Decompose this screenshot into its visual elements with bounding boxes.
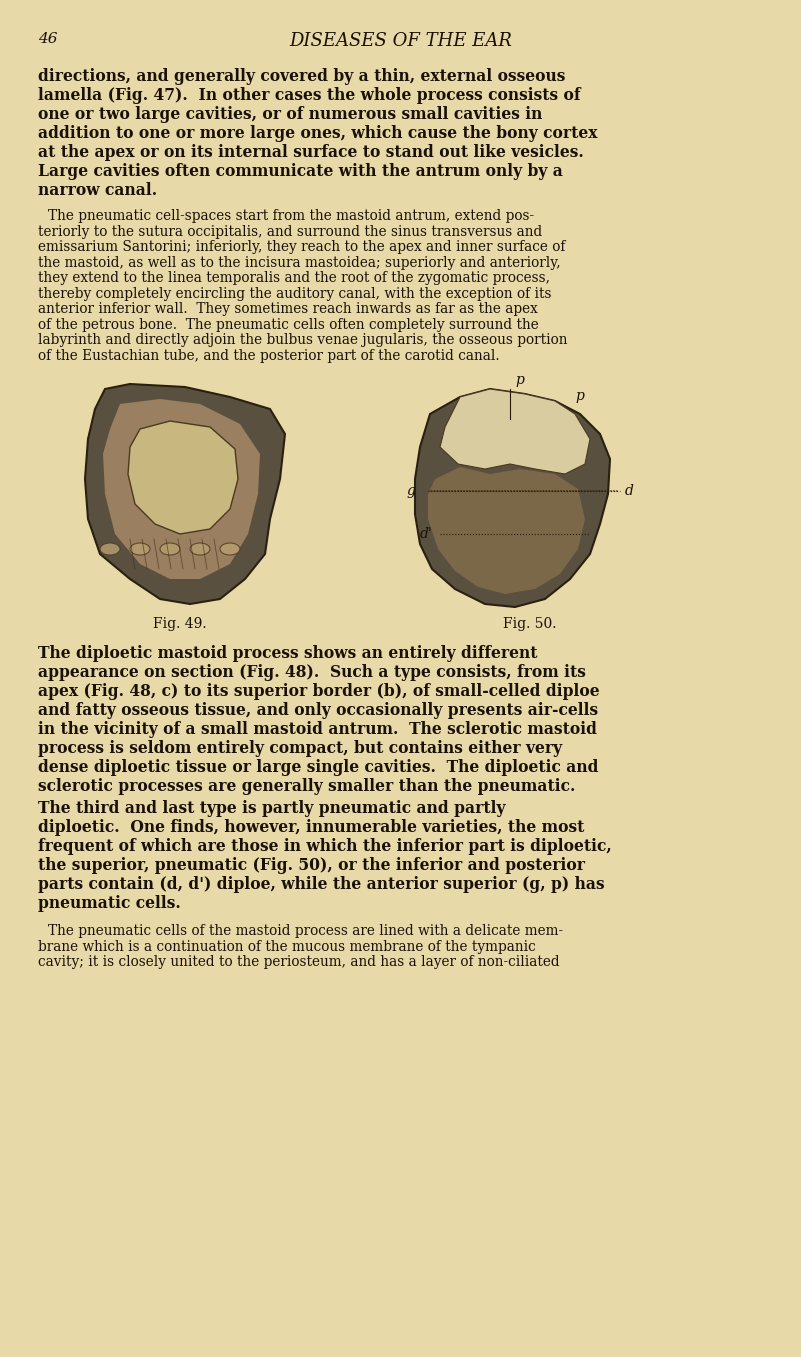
- Text: sclerotic processes are generally smaller than the pneumatic.: sclerotic processes are generally smalle…: [38, 778, 575, 795]
- Text: thereby completely encircling the auditory canal, with the exception of its: thereby completely encircling the audito…: [38, 286, 552, 300]
- Text: brane which is a continuation of the mucous membrane of the tympanic: brane which is a continuation of the muc…: [38, 939, 536, 954]
- Text: dense diploetic tissue or large single cavities.  The diploetic and: dense diploetic tissue or large single c…: [38, 759, 598, 776]
- Text: d': d': [419, 527, 432, 541]
- Ellipse shape: [220, 543, 240, 555]
- Ellipse shape: [100, 543, 120, 555]
- Text: The pneumatic cells of the mastoid process are lined with a delicate mem-: The pneumatic cells of the mastoid proce…: [48, 924, 563, 938]
- Text: appearance on section (Fig. 48).  Such a type consists, from its: appearance on section (Fig. 48). Such a …: [38, 664, 586, 681]
- Polygon shape: [128, 421, 238, 535]
- Text: cavity; it is closely united to the periosteum, and has a layer of non-ciliated: cavity; it is closely united to the peri…: [38, 955, 560, 969]
- Text: 46: 46: [38, 33, 58, 46]
- Text: they extend to the linea temporalis and the root of the zygomatic process,: they extend to the linea temporalis and …: [38, 271, 550, 285]
- Text: and fatty osseous tissue, and only occasionally presents air-cells: and fatty osseous tissue, and only occas…: [38, 702, 598, 719]
- Polygon shape: [103, 399, 260, 579]
- Text: directions, and generally covered by a thin, external osseous: directions, and generally covered by a t…: [38, 68, 566, 85]
- Text: p: p: [575, 389, 584, 403]
- Text: process is seldom entirely compact, but contains either very: process is seldom entirely compact, but …: [38, 740, 562, 757]
- Text: Large cavities often communicate with the antrum only by a: Large cavities often communicate with th…: [38, 163, 563, 180]
- Text: p: p: [515, 373, 524, 387]
- Text: pneumatic cells.: pneumatic cells.: [38, 896, 181, 912]
- Ellipse shape: [160, 543, 180, 555]
- Text: apex (Fig. 48, c) to its superior border (b), of small-celled diploe: apex (Fig. 48, c) to its superior border…: [38, 683, 600, 700]
- Text: diploetic.  One finds, however, innumerable varieties, the most: diploetic. One finds, however, innumerab…: [38, 820, 585, 836]
- Text: anterior inferior wall.  They sometimes reach inwards as far as the apex: anterior inferior wall. They sometimes r…: [38, 303, 537, 316]
- Text: The third and last type is partly pneumatic and partly: The third and last type is partly pneuma…: [38, 801, 505, 817]
- Text: DISEASES OF THE EAR: DISEASES OF THE EAR: [289, 33, 512, 50]
- Text: teriorly to the sutura occipitalis, and surround the sinus transversus and: teriorly to the sutura occipitalis, and …: [38, 224, 542, 239]
- Text: parts contain (d, d') diploe, while the anterior superior (g, p) has: parts contain (d, d') diploe, while the …: [38, 877, 605, 893]
- Text: g: g: [406, 484, 415, 498]
- Ellipse shape: [130, 543, 150, 555]
- Polygon shape: [85, 384, 285, 604]
- Text: of the petrous bone.  The pneumatic cells often completely surround the: of the petrous bone. The pneumatic cells…: [38, 318, 539, 331]
- Text: narrow canal.: narrow canal.: [38, 182, 157, 199]
- Text: the superior, pneumatic (Fig. 50), or the inferior and posterior: the superior, pneumatic (Fig. 50), or th…: [38, 858, 585, 874]
- Polygon shape: [428, 467, 585, 594]
- Polygon shape: [440, 389, 590, 474]
- Text: the mastoid, as well as to the incisura mastoidea; superiorly and anteriorly,: the mastoid, as well as to the incisura …: [38, 255, 561, 270]
- Text: addition to one or more large ones, which cause the bony cortex: addition to one or more large ones, whic…: [38, 125, 598, 142]
- Polygon shape: [415, 389, 610, 607]
- Text: of the Eustachian tube, and the posterior part of the carotid canal.: of the Eustachian tube, and the posterio…: [38, 349, 500, 362]
- Text: Fig. 50.: Fig. 50.: [503, 617, 557, 631]
- Text: at the apex or on its internal surface to stand out like vesicles.: at the apex or on its internal surface t…: [38, 144, 584, 161]
- Ellipse shape: [190, 543, 210, 555]
- Text: labyrinth and directly adjoin the bulbus venae jugularis, the osseous portion: labyrinth and directly adjoin the bulbus…: [38, 332, 567, 347]
- Text: Fig. 49.: Fig. 49.: [153, 617, 207, 631]
- Text: d: d: [625, 484, 634, 498]
- Text: lamella (Fig. 47).  In other cases the whole process consists of: lamella (Fig. 47). In other cases the wh…: [38, 87, 581, 104]
- Text: The diploetic mastoid process shows an entirely different: The diploetic mastoid process shows an e…: [38, 645, 537, 662]
- Text: in the vicinity of a small mastoid antrum.  The sclerotic mastoid: in the vicinity of a small mastoid antru…: [38, 721, 597, 738]
- Text: emissarium Santorini; inferiorly, they reach to the apex and inner surface of: emissarium Santorini; inferiorly, they r…: [38, 240, 566, 254]
- Text: frequent of which are those in which the inferior part is diploetic,: frequent of which are those in which the…: [38, 839, 612, 855]
- Text: The pneumatic cell-spaces start from the mastoid antrum, extend pos-: The pneumatic cell-spaces start from the…: [48, 209, 534, 223]
- Text: one or two large cavities, or of numerous small cavities in: one or two large cavities, or of numerou…: [38, 106, 542, 123]
